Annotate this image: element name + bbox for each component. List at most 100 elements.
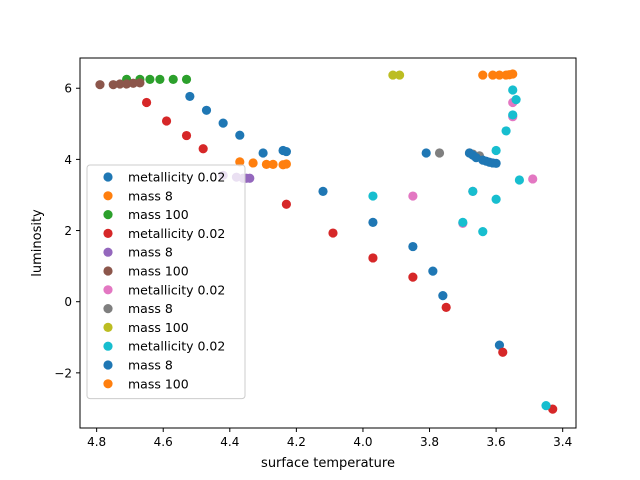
y-tick-label: 4 [64, 153, 72, 167]
legend-label: metallicity 0.02 [128, 226, 225, 241]
legend-label: mass 100 [128, 264, 189, 279]
data-point-s3-8 [441, 302, 451, 312]
legend-label: metallicity 0.02 [128, 170, 225, 185]
data-point-s9-10 [478, 227, 488, 237]
data-point-s5-5 [135, 78, 145, 88]
data-point-s8-0 [388, 70, 398, 80]
data-point-s5-1 [108, 80, 118, 90]
data-point-s5-4 [128, 78, 138, 88]
data-point-s10-8 [491, 158, 501, 168]
data-point-s4-4 [245, 173, 255, 183]
data-point-s10-0 [421, 148, 431, 158]
legend-marker [103, 360, 113, 370]
x-axis-label: surface temperature [261, 456, 395, 471]
data-point-s11-2 [494, 70, 505, 80]
x-tick-label: 3.8 [420, 435, 439, 449]
data-point-s9-8 [491, 194, 501, 204]
data-point-s2-3 [155, 74, 165, 84]
legend-box [86, 164, 246, 400]
data-point-s9-3 [501, 126, 511, 136]
legend-label: mass 100 [128, 376, 189, 391]
data-point-s3-1 [161, 116, 172, 126]
data-point-s1-2 [261, 159, 272, 169]
x-tick-label: 4.6 [154, 435, 173, 449]
data-point-s6-3 [528, 174, 538, 184]
data-point-s1-0 [235, 157, 245, 167]
data-point-s9-7 [368, 191, 378, 201]
legend-label: mass 100 [128, 207, 189, 222]
data-point-s9-2 [508, 110, 518, 120]
data-point-s1-1 [248, 158, 258, 168]
data-point-s3-6 [368, 253, 378, 263]
data-point-s6-4 [408, 191, 418, 201]
legend-marker [103, 304, 113, 314]
legend: metallicity 0.02 mass 8 mass 100 metallicit… [86, 164, 246, 400]
data-point-s0-4 [258, 148, 268, 158]
data-point-s0-1 [201, 105, 212, 115]
x-tick-label: 4.8 [87, 435, 106, 449]
legend-marker [103, 172, 113, 182]
data-point-s3-5 [328, 228, 338, 238]
data-point-s3-0 [141, 97, 152, 108]
legend-marker [103, 285, 113, 295]
data-point-s7-0 [434, 148, 445, 158]
data-point-s2-2 [145, 74, 155, 84]
data-point-s3-9 [498, 347, 508, 357]
data-point-s9-6 [468, 186, 478, 197]
data-point-s1-5 [281, 159, 291, 169]
data-point-s9-0 [508, 85, 518, 95]
data-point-s0-6 [281, 146, 291, 157]
legend-marker [103, 191, 113, 201]
plot-frame [79, 57, 577, 429]
legend-marker [103, 266, 113, 276]
data-point-s9-4 [491, 145, 501, 156]
y-tick-label: 0 [64, 295, 72, 309]
data-point-s3-7 [408, 272, 418, 282]
data-point-s9-11 [541, 400, 551, 411]
data-point-s0-9 [408, 241, 418, 252]
legend-label: metallicity 0.02 [128, 282, 225, 297]
data-point-s9-5 [514, 175, 525, 185]
data-point-s11-5 [508, 69, 518, 79]
legend-marker [103, 322, 113, 332]
data-point-s0-11 [438, 291, 448, 301]
data-point-s3-4 [281, 199, 291, 209]
data-point-s0-3 [235, 130, 245, 140]
data-point-s11-1 [488, 70, 498, 80]
data-point-s2-4 [168, 74, 178, 84]
data-point-s0-0 [185, 91, 195, 102]
x-axis-ticks: 4.8 4.6 4.4 4.2 4.0 3.8 3.6 3.4 [87, 428, 572, 449]
legend-label: metallicity 0.02 [128, 339, 225, 354]
data-point-s5-3 [122, 79, 132, 89]
data-point-s9-9 [458, 217, 468, 227]
x-tick-label: 4.4 [220, 435, 239, 449]
data-point-s2-5 [181, 74, 192, 84]
legend-label: mass 8 [128, 358, 173, 373]
legend-marker [103, 341, 113, 351]
data-point-s3-3 [198, 144, 208, 154]
y-axis-label: luminosity [30, 209, 45, 277]
x-tick-label: 4.2 [287, 435, 306, 449]
data-point-s3-2 [181, 130, 192, 141]
legend-marker [103, 247, 113, 257]
data-points [95, 69, 558, 414]
legend-marker [103, 379, 113, 389]
legend-label: mass 8 [128, 245, 173, 260]
legend-marker [103, 228, 113, 238]
data-point-s9-1 [511, 95, 521, 105]
y-axis-ticks: −2 0 2 4 6 [54, 82, 80, 380]
data-point-s1-3 [268, 159, 278, 169]
y-tick-label: −2 [54, 366, 72, 380]
data-point-s5-2 [115, 79, 125, 89]
data-point-s11-0 [478, 70, 488, 80]
data-point-s0-2 [218, 118, 228, 128]
data-point-s8-1 [394, 70, 405, 80]
legend-label: mass 100 [128, 320, 189, 335]
data-point-s5-0 [95, 80, 105, 90]
y-tick-label: 6 [64, 82, 72, 96]
data-point-s0-7 [318, 186, 328, 197]
data-point-s0-8 [368, 217, 378, 227]
x-tick-label: 4.0 [353, 435, 372, 449]
data-point-s0-10 [428, 266, 438, 276]
